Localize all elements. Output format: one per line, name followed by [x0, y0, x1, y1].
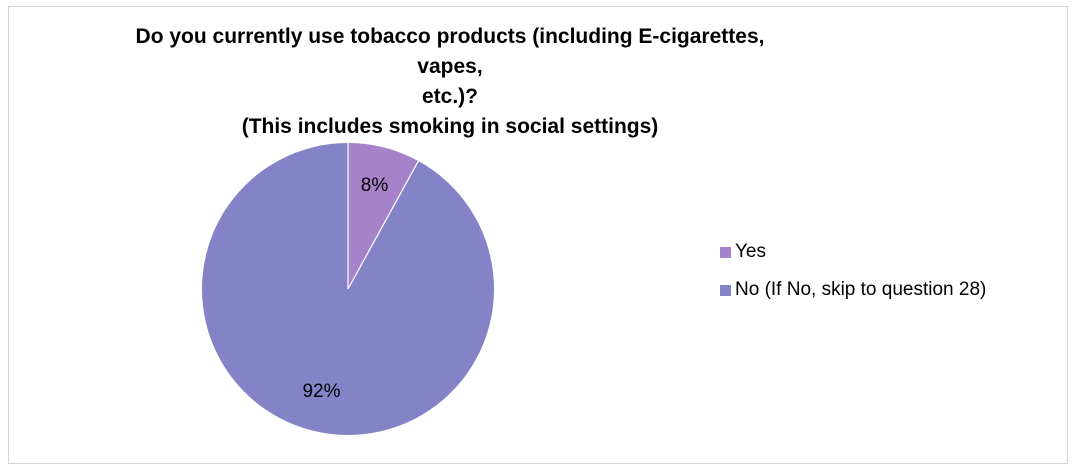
data-label-yes: 8%	[361, 175, 389, 196]
legend-label-no: No (If No, skip to question 28)	[735, 279, 987, 300]
chart-title-line-1: Do you currently use tobacco products (i…	[135, 25, 765, 78]
chart-title: Do you currently use tobacco products (i…	[100, 22, 800, 142]
legend-swatch-yes	[720, 246, 731, 258]
legend-item-yes: Yes	[720, 240, 986, 264]
chart-frame	[8, 6, 1068, 464]
chart-legend: Yes No (If No, skip to question 28)	[720, 240, 986, 316]
legend-item-no: No (If No, skip to question 28)	[720, 278, 986, 302]
legend-swatch-no	[720, 284, 731, 296]
pie-slice-yes	[348, 143, 419, 289]
legend-label-yes: Yes	[735, 241, 766, 262]
data-label-no: 92%	[302, 381, 340, 402]
chart-title-line-3: (This includes smoking in social setting…	[241, 115, 659, 138]
slice-separator-no	[347, 160, 419, 290]
chart-title-line-2: etc.)?	[421, 85, 478, 108]
